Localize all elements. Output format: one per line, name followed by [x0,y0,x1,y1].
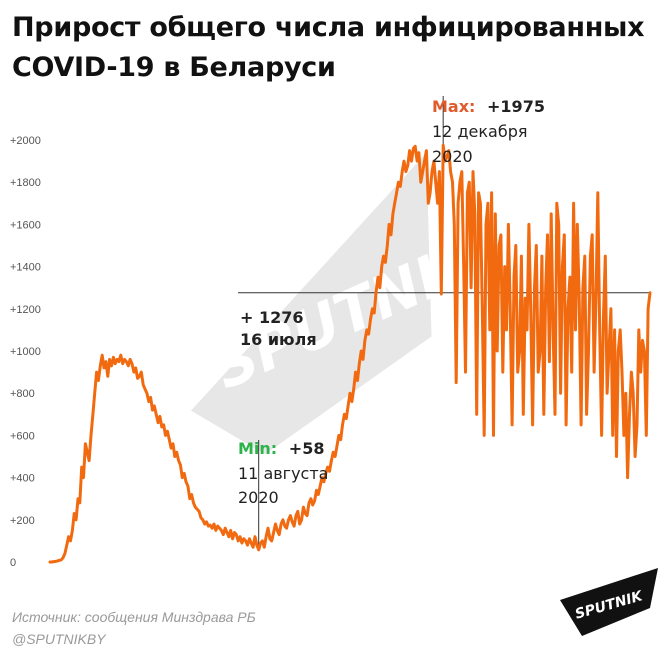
min-value: +58 [289,439,325,458]
sputnik-logo: SPUTNIK [560,568,658,636]
y-tick-label: +1600 [10,219,41,231]
y-tick-label: +200 [10,515,35,527]
svg-text:Max: +1975: Max: +1975 [432,97,545,116]
y-tick-label: +1400 [10,262,41,274]
max-date-line2: 2020 [432,147,473,166]
reference-lines [238,96,650,550]
min-date-line2: 2020 [238,488,279,507]
y-tick-label: +600 [10,430,35,442]
last-value: + 1276 [240,308,304,327]
series-line [48,143,652,564]
svg-text:Min: +58: Min: +58 [238,439,324,458]
max-date-line1: 12 декабря [432,122,527,141]
footer: Источник: сообщения Минздрава РБ @SPUTNI… [12,606,256,650]
y-tick-label: +2000 [10,135,41,147]
y-tick-label: +1000 [10,346,41,358]
chart-title: Прирост общего числа инфицированных COVI… [12,8,652,88]
title-line-2: COVID-19 в Беларуси [12,52,336,83]
min-label: Min: [238,439,277,458]
source-text: Источник: сообщения Минздрава РБ [12,609,256,625]
y-tick-label: +400 [10,473,35,485]
title-line-1: Прирост общего числа инфицированных [12,12,645,43]
y-tick-label: 0 [10,557,16,569]
min-annotation: Min: +58 11 августа 2020 [238,439,328,507]
min-date-line1: 11 августа [238,464,328,483]
last-date: 16 июля [240,330,317,349]
last-annotation: + 1276 16 июля [240,308,317,349]
y-tick-label: +1200 [10,304,41,316]
y-tick-label: +1800 [10,177,41,189]
y-tick-label: +800 [10,388,35,400]
max-value: +1975 [487,97,545,116]
max-annotation: Max: +1975 12 декабря 2020 [432,97,545,166]
max-label: Max: [432,97,475,116]
y-axis-ticks: 0 +200 +400 +600 +800 +1000 +1200 +1400 +1600 +18… [10,135,41,569]
handle-text: @SPUTNIKBY [12,631,106,647]
